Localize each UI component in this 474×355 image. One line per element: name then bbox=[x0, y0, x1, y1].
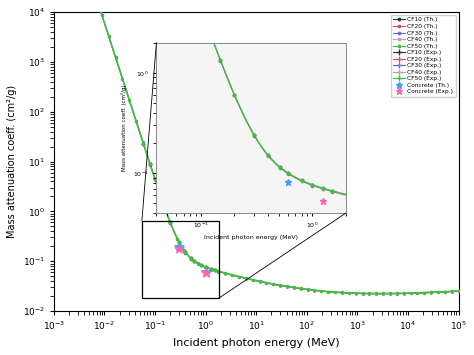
Y-axis label: Mass attenuation coeff. (cm²/g): Mass attenuation coeff. (cm²/g) bbox=[7, 85, 17, 238]
X-axis label: Incident photon energy (MeV): Incident photon energy (MeV) bbox=[204, 235, 298, 240]
Y-axis label: Mass attenuation coeff. (cm²/g): Mass attenuation coeff. (cm²/g) bbox=[121, 84, 127, 171]
Bar bbox=[142, 221, 219, 298]
X-axis label: Incident photon energy (MeV): Incident photon energy (MeV) bbox=[173, 338, 339, 348]
Legend: CF10 (Th.), CF20 (Th.), CF30 (Th.), CF40 (Th.), CF50 (Th.), CF10 (Exp.), CF20 (E: CF10 (Th.), CF20 (Th.), CF30 (Th.), CF40… bbox=[391, 15, 456, 97]
